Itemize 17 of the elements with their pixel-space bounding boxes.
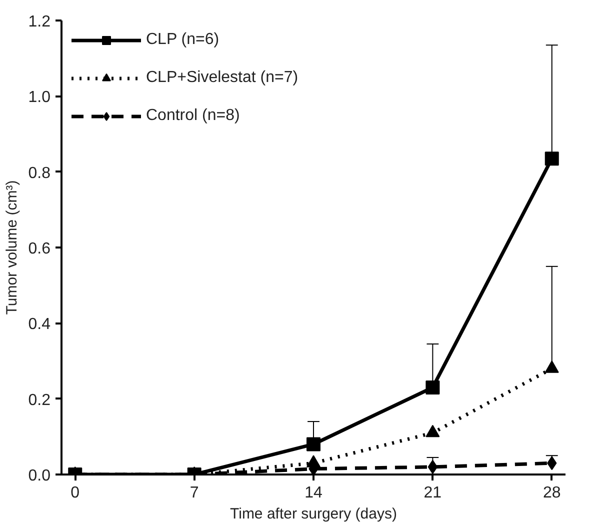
y-tick-label: 0.8	[28, 164, 51, 182]
y-tick-label: 1.0	[28, 89, 51, 106]
x-tick-label: 14	[304, 484, 322, 502]
legend-label: Control (n=8)	[146, 107, 240, 125]
legend-label: CLP+Sivelestat (n=7)	[146, 69, 298, 87]
x-tick-label: 0	[70, 484, 80, 502]
y-tick-label: 0.0	[28, 468, 51, 484]
y-tick-label: 1.2	[28, 14, 51, 30]
legend-label: CLP (n=6)	[146, 31, 220, 49]
x-axis-title: Time after surgery (days)	[230, 506, 398, 522]
y-tick-label: 0.4	[28, 316, 51, 334]
y-tick-label: 0.2	[28, 392, 51, 409]
x-tick-label: 21	[424, 484, 442, 502]
y-tick-label: 0.6	[28, 240, 51, 258]
x-tick-label: 7	[190, 484, 199, 502]
y-axis-title: Tumor volume (cm³)	[3, 180, 20, 315]
x-tick-label: 28	[542, 484, 561, 502]
